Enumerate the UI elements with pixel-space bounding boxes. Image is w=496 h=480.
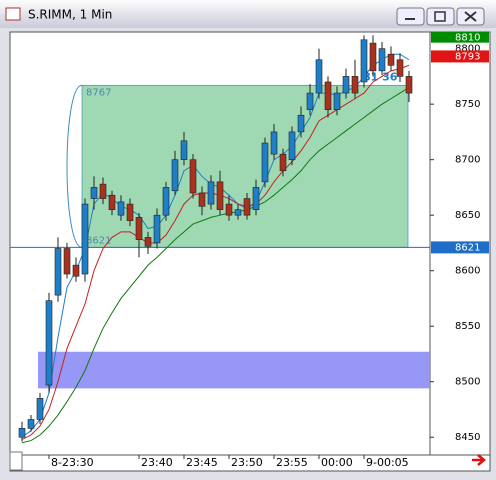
axes: 8-23:30 23:40 23:45 23:50 23:55 00:00 9-00:05 8… [48, 31, 489, 469]
window-buttons [396, 7, 485, 26]
candle-body [396, 59, 404, 77]
candle-body [144, 237, 152, 247]
candle-body [360, 39, 368, 83]
candle-body [342, 76, 350, 94]
candle-body [63, 248, 71, 275]
candle-body [171, 159, 179, 192]
y-tick-label: 8700 [455, 155, 480, 166]
candle-body [153, 214, 161, 244]
minimize-button[interactable] [396, 7, 425, 26]
price-marker [431, 50, 489, 63]
window-title: S.RIMM, 1 Min [28, 8, 112, 22]
candle-body [315, 59, 323, 94]
x-tick-label: 23:45 [186, 456, 218, 469]
candle-body [234, 209, 242, 216]
app-icon [5, 7, 21, 21]
scroll-arrow[interactable] [472, 454, 486, 466]
y-tick-label: 8500 [455, 377, 480, 388]
zone-band [38, 351, 430, 389]
price-marker [431, 241, 489, 254]
candle-body [351, 76, 359, 94]
candle-body [72, 264, 80, 277]
range-box [81, 84, 409, 248]
candle-body [216, 181, 224, 210]
candle-body [243, 198, 251, 216]
candle-body [297, 114, 305, 133]
candle-body [333, 92, 341, 111]
ma-line [21, 64, 410, 440]
corner-box [9, 451, 23, 471]
x-tick-label: 8-23:30 [51, 456, 94, 469]
price-marker-label: 8800 [455, 44, 480, 55]
candle-body [45, 300, 53, 386]
candle-body [261, 142, 269, 183]
price-marker [431, 31, 489, 44]
candle-body [252, 187, 260, 210]
x-tick-label: 23:40 [141, 456, 173, 469]
candle-body [90, 187, 98, 199]
candle-body [27, 419, 35, 429]
box-low-label: 8621 [86, 235, 111, 246]
y-tick-label: 8550 [455, 321, 480, 332]
candle-body [135, 217, 143, 240]
x-tick-label: 23:55 [276, 456, 308, 469]
candle-body [81, 203, 89, 275]
ma-line [21, 87, 410, 444]
candle-body [99, 183, 107, 199]
box-note: 81 36 [363, 70, 398, 83]
maximize-icon [434, 11, 446, 22]
box-high-label: 8767 [86, 87, 111, 98]
plot: 8767 8621 81 36 [10, 35, 430, 444]
close-icon [464, 11, 477, 22]
candle-body [387, 53, 395, 66]
candle-body [54, 248, 62, 296]
candle-body [225, 203, 233, 216]
candle-body [180, 140, 188, 160]
candle-body [324, 81, 332, 111]
candle-body [36, 398, 44, 420]
candle-body [126, 203, 134, 222]
range-bracket [66, 84, 83, 248]
y-tick-label: 8650 [455, 210, 480, 221]
price-marker-label: 8793 [455, 51, 480, 62]
price-marker-label: 8810 [455, 33, 480, 44]
candle-body [198, 192, 206, 207]
candle-body [270, 131, 278, 155]
price-marker-label: 8621 [455, 242, 480, 253]
candle-body [378, 48, 386, 72]
y-tick-label: 8750 [455, 99, 480, 110]
candle-body [189, 159, 197, 194]
candle-body [288, 131, 296, 160]
candle-body [18, 428, 26, 438]
x-tick-label: 23:50 [231, 456, 263, 469]
y-tick-label: 8450 [455, 432, 480, 443]
x-tick-label: 9-00:05 [366, 456, 409, 469]
candle-body [108, 194, 116, 210]
candle-body [369, 42, 377, 72]
y-tick-label: 8600 [455, 266, 480, 277]
candle-body [306, 92, 314, 111]
candle-body [162, 187, 170, 216]
candle-body [405, 76, 413, 94]
candle-body [117, 201, 125, 216]
candle-body [207, 181, 215, 205]
x-tick-label: 00:00 [321, 456, 353, 469]
candle-body [279, 153, 287, 172]
maximize-button[interactable] [426, 7, 455, 26]
